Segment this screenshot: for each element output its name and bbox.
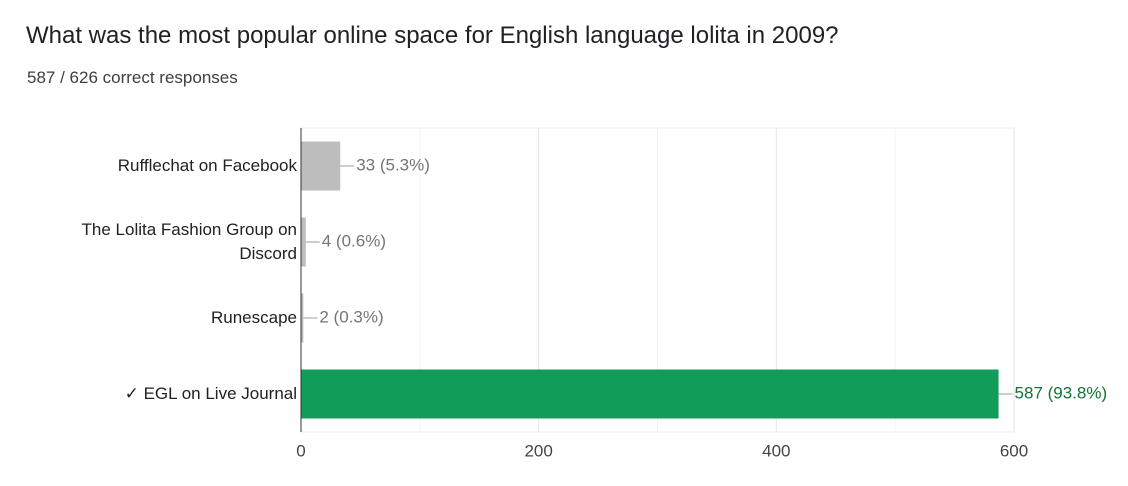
bar xyxy=(301,141,341,191)
value-label: 33 (5.3%) xyxy=(356,155,430,174)
category-label: ✓ EGL on Live Journal xyxy=(124,384,297,403)
value-label: 4 (0.6%) xyxy=(322,231,386,250)
bar xyxy=(301,217,306,267)
value-label: 2 (0.3%) xyxy=(319,307,383,326)
x-tick-label: 0 xyxy=(296,441,305,460)
category-label: Runescape xyxy=(210,308,297,327)
bar xyxy=(301,369,999,419)
chart-title: What was the most popular online space f… xyxy=(26,22,839,49)
category-label: Rufflechat on Facebook xyxy=(117,156,297,175)
x-tick-label: 600 xyxy=(1000,441,1028,460)
bar xyxy=(301,293,304,343)
value-label: 587 (93.8%) xyxy=(1015,383,1108,402)
x-tick-label: 200 xyxy=(524,441,552,460)
x-tick-label: 400 xyxy=(762,441,790,460)
chart-subtitle: 587 / 626 correct responses xyxy=(27,68,238,87)
category-label: The Lolita Fashion Group on Discord xyxy=(81,220,297,263)
